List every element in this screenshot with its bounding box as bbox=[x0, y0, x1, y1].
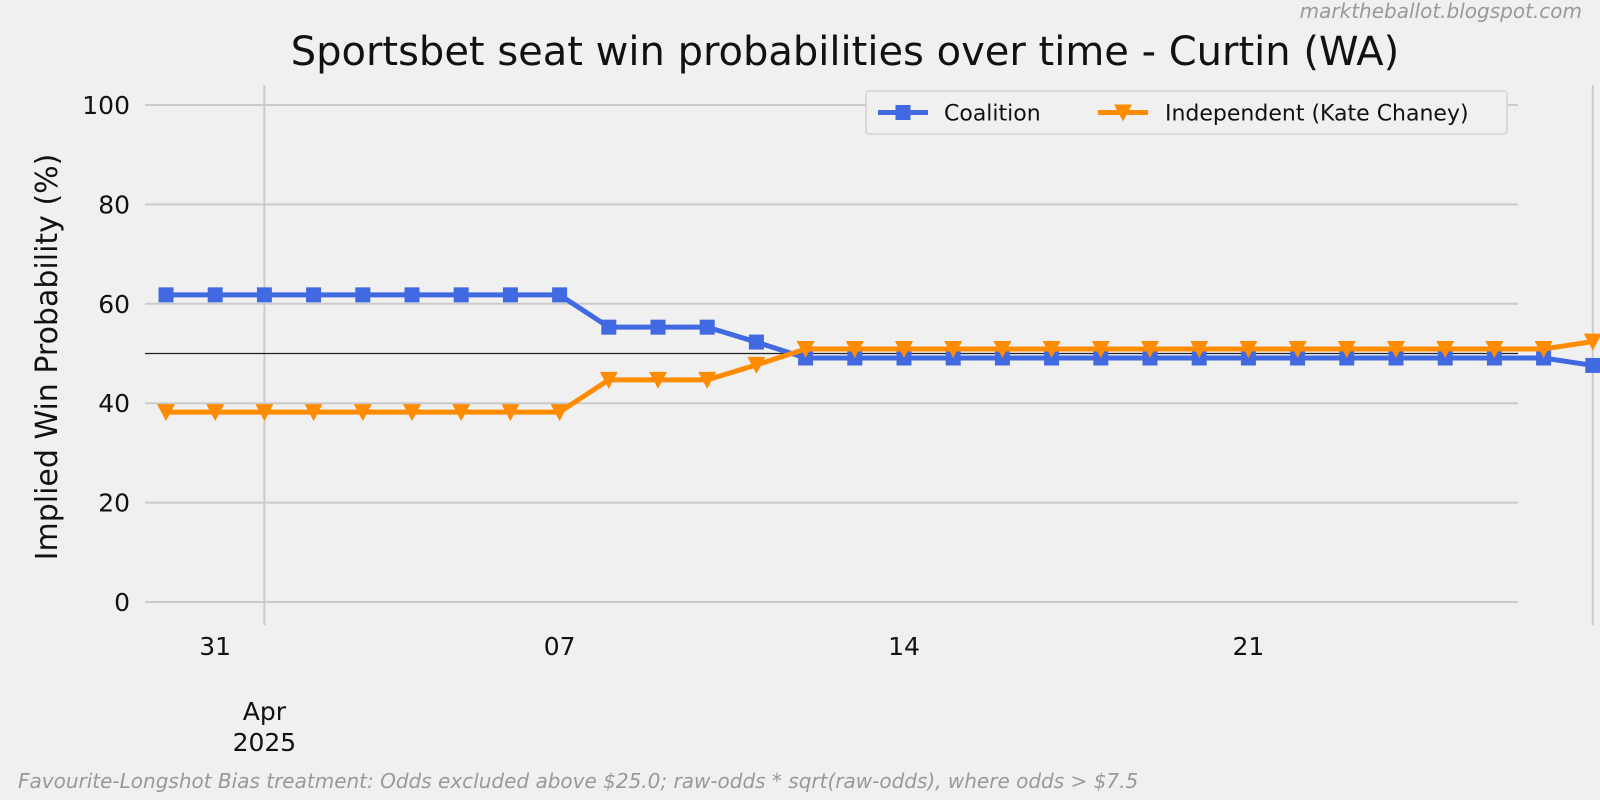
data-point-square bbox=[158, 287, 174, 303]
data-point-triangle bbox=[304, 404, 323, 422]
y-tick-label: 60 bbox=[98, 290, 130, 319]
data-point-triangle bbox=[550, 404, 569, 422]
data-point-triangle bbox=[501, 404, 520, 422]
data-point-triangle bbox=[599, 371, 618, 389]
data-point-triangle bbox=[1114, 104, 1132, 122]
data-point-triangle bbox=[1387, 341, 1405, 359]
chart-title: Sportsbet seat win probabilities over ti… bbox=[291, 29, 1400, 75]
data-point-square bbox=[699, 319, 715, 335]
data-point-triangle bbox=[1337, 341, 1356, 359]
data-point-triangle bbox=[1091, 341, 1110, 359]
data-point-triangle bbox=[747, 356, 766, 374]
data-point-square bbox=[306, 287, 322, 303]
legend-label: Coalition bbox=[944, 102, 1041, 127]
data-point-triangle bbox=[698, 371, 717, 389]
data-point-triangle bbox=[1042, 341, 1061, 359]
data-point-triangle bbox=[1583, 333, 1600, 351]
data-point-triangle bbox=[403, 404, 421, 422]
data-point-square bbox=[601, 319, 617, 335]
y-tick-label: 20 bbox=[98, 489, 130, 518]
y-tick-label: 100 bbox=[82, 91, 130, 120]
data-point-square bbox=[256, 287, 272, 303]
data-point-triangle bbox=[1239, 341, 1258, 359]
series-line bbox=[166, 292, 1594, 368]
x-tick-label: 21 bbox=[1232, 632, 1264, 661]
data-point-triangle bbox=[944, 341, 963, 359]
data-point-triangle bbox=[1190, 341, 1209, 359]
x-tick-label: 14 bbox=[888, 632, 920, 661]
y-tick-label: 40 bbox=[98, 389, 130, 418]
x-month-label: Apr bbox=[243, 697, 287, 726]
x-tick-label: 31 bbox=[199, 632, 231, 661]
y-axis-ticks: 0 20 40 60 80 100 bbox=[82, 91, 130, 617]
data-point-triangle bbox=[1436, 341, 1455, 359]
series-coalition: 48 bbox=[158, 287, 1600, 373]
data-point-square bbox=[650, 319, 666, 335]
data-point-triangle bbox=[157, 404, 175, 422]
data-point-triangle bbox=[1485, 341, 1504, 359]
data-point-triangle bbox=[895, 341, 913, 359]
data-point-triangle bbox=[845, 341, 864, 359]
data-point-triangle bbox=[649, 371, 667, 389]
legend-label: Independent (Kate Chaney) bbox=[1165, 102, 1469, 127]
legend-entry: Independent (Kate Chaney) bbox=[1098, 102, 1469, 127]
legend-box bbox=[865, 90, 1508, 135]
series-group: 4852 bbox=[157, 287, 1600, 422]
data-point-square bbox=[552, 287, 568, 303]
data-point-square bbox=[1585, 357, 1600, 373]
data-point-square bbox=[453, 287, 469, 303]
legend-entry: Coalition bbox=[878, 102, 1041, 127]
data-point-square bbox=[207, 287, 223, 303]
data-point-triangle bbox=[993, 341, 1012, 359]
x-tick-label: 07 bbox=[544, 632, 576, 661]
data-point-square bbox=[895, 105, 911, 120]
data-point-triangle bbox=[1288, 341, 1307, 359]
grid bbox=[145, 85, 1594, 625]
footnote-text: Favourite-Longshot Bias treatment: Odds … bbox=[18, 769, 1138, 793]
data-point-square bbox=[502, 287, 518, 303]
y-axis-label: Implied Win Probability (%) bbox=[30, 154, 65, 561]
legend: Coalition Independent (Kate Chaney) bbox=[865, 90, 1508, 135]
data-point-triangle bbox=[1141, 341, 1159, 359]
data-point-triangle bbox=[353, 404, 372, 422]
watermark-text: marktheballot.blogspot.com bbox=[1300, 0, 1582, 23]
y-tick-label: 0 bbox=[114, 588, 130, 617]
data-point-triangle bbox=[1534, 341, 1553, 359]
data-point-square bbox=[748, 334, 764, 350]
data-point-triangle bbox=[796, 341, 815, 359]
data-point-square bbox=[355, 287, 371, 303]
series-line bbox=[166, 339, 1594, 415]
series-independent-kate-chaney: 52 bbox=[157, 333, 1600, 422]
data-point-square bbox=[404, 287, 420, 303]
data-point-triangle bbox=[452, 404, 471, 422]
data-point-triangle bbox=[206, 404, 225, 422]
x-year-label: 2025 bbox=[233, 728, 297, 757]
data-point-triangle bbox=[255, 404, 274, 422]
y-tick-label: 80 bbox=[98, 190, 130, 219]
